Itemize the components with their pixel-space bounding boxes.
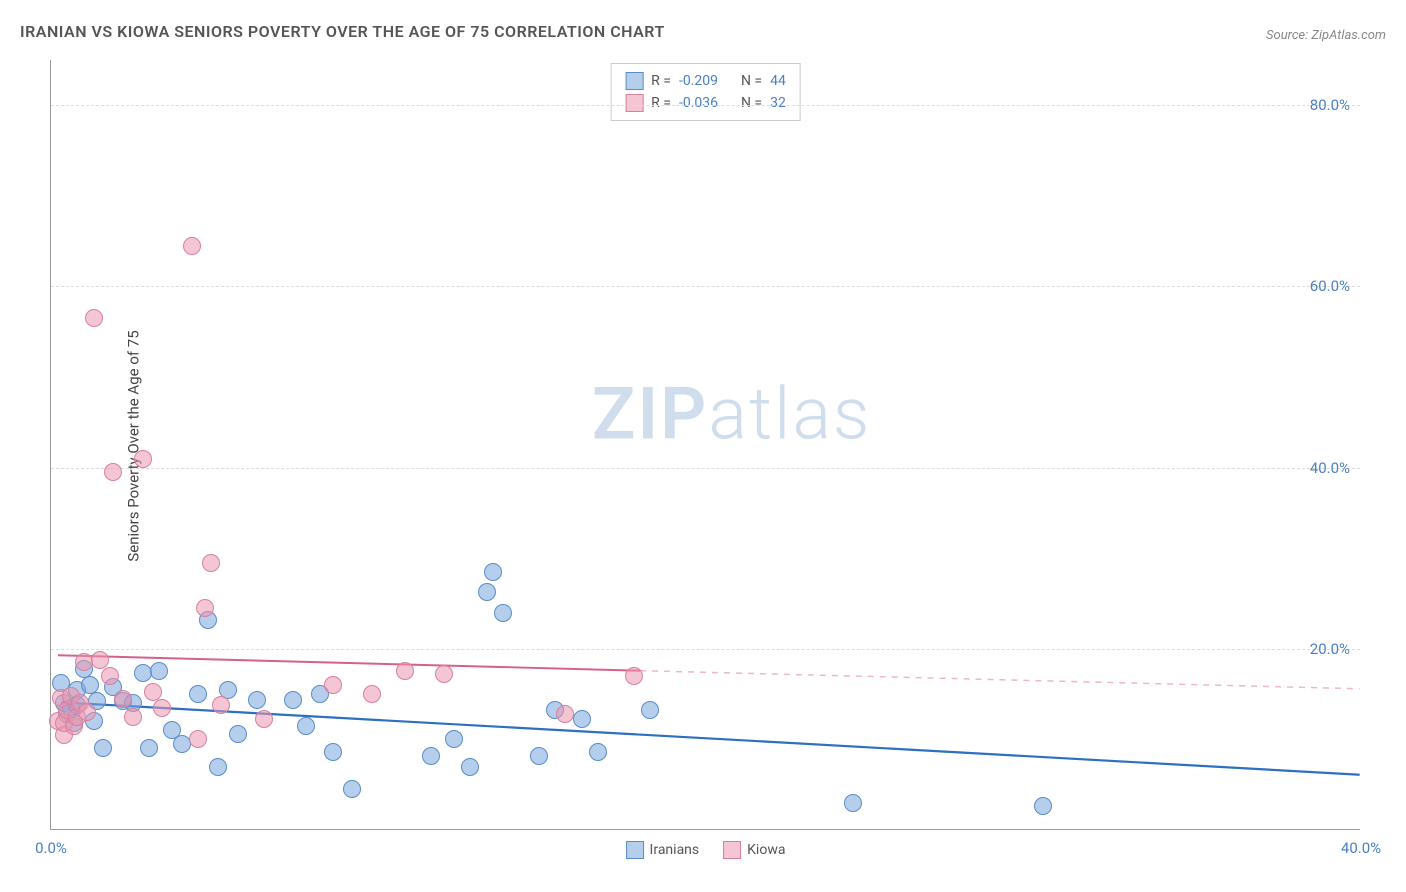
stats-row-kiowa: R = -0.036 N = 32 [625, 92, 786, 114]
data-point [445, 730, 463, 748]
data-point [478, 583, 496, 601]
data-point [81, 676, 99, 694]
data-point [641, 701, 659, 719]
data-point [1034, 797, 1052, 815]
x-tick-label: 40.0% [1341, 839, 1381, 857]
watermark-bold: ZIP [592, 371, 708, 456]
data-point [202, 554, 220, 572]
plot-area: ZIPatlas R = -0.209 N = 44 R = -0.036 N … [50, 60, 1360, 830]
data-point [255, 710, 273, 728]
data-point [85, 309, 103, 327]
n-label-0: N = [741, 73, 762, 89]
grid-line [51, 468, 1360, 469]
y-tick-label: 20.0% [1310, 640, 1350, 658]
y-tick-label: 60.0% [1310, 277, 1350, 295]
r-label-0: R = [651, 73, 671, 89]
data-point [150, 662, 168, 680]
data-point [484, 563, 502, 581]
data-point [104, 463, 122, 481]
data-point [556, 705, 574, 723]
data-point [589, 743, 607, 761]
data-point [91, 651, 109, 669]
n-label-1: N = [741, 95, 762, 111]
chart-title: IRANIAN VS KIOWA SENIORS POVERTY OVER TH… [20, 22, 665, 41]
grid-line [51, 649, 1360, 650]
data-point [461, 758, 479, 776]
source-text: Source: ZipAtlas.com [1266, 28, 1386, 43]
data-point [75, 653, 93, 671]
stats-legend: R = -0.209 N = 44 R = -0.036 N = 32 [610, 63, 801, 121]
data-point [114, 690, 132, 708]
data-point [189, 685, 207, 703]
data-point [396, 662, 414, 680]
r-val-1: -0.036 [679, 95, 718, 111]
legend-item-kiowa: Kiowa [723, 841, 785, 859]
grid-line [51, 105, 1360, 106]
data-point [324, 676, 342, 694]
data-point [573, 710, 591, 728]
data-point [153, 699, 171, 717]
swatch-kiowa [625, 94, 643, 112]
n-val-0: 44 [770, 73, 786, 89]
data-point [229, 725, 247, 743]
data-point [173, 735, 191, 753]
n-val-1: 32 [770, 95, 786, 111]
data-point [844, 794, 862, 812]
swatch-iranians [625, 72, 643, 90]
data-point [494, 604, 512, 622]
stats-row-iranians: R = -0.209 N = 44 [625, 70, 786, 92]
y-tick-label: 40.0% [1310, 459, 1350, 477]
bottom-legend: Iranians Kiowa [626, 841, 786, 859]
legend-swatch-iranians [626, 841, 644, 859]
data-point [297, 717, 315, 735]
data-point [435, 665, 453, 683]
data-point [625, 667, 643, 685]
data-point [196, 599, 214, 617]
trend-lines [51, 60, 1360, 829]
data-point [183, 237, 201, 255]
data-point [363, 685, 381, 703]
data-point [530, 747, 548, 765]
x-tick-label: 0.0% [35, 839, 67, 857]
data-point [134, 450, 152, 468]
legend-item-iranians: Iranians [626, 841, 700, 859]
data-point [324, 743, 342, 761]
data-point [140, 739, 158, 757]
data-point [248, 691, 266, 709]
legend-label-kiowa: Kiowa [747, 842, 785, 858]
legend-label-iranians: Iranians [650, 842, 700, 858]
data-point [343, 780, 361, 798]
r-val-0: -0.209 [679, 73, 718, 89]
legend-swatch-kiowa [723, 841, 741, 859]
data-point [94, 739, 112, 757]
y-tick-label: 80.0% [1310, 96, 1350, 114]
data-point [209, 758, 227, 776]
data-point [124, 708, 142, 726]
grid-line [51, 286, 1360, 287]
r-label-1: R = [651, 95, 671, 111]
data-point [284, 691, 302, 709]
watermark: ZIPatlas [592, 371, 872, 456]
data-point [78, 703, 96, 721]
data-point [189, 730, 207, 748]
watermark-light: atlas [708, 371, 871, 456]
data-point [212, 696, 230, 714]
data-point [422, 747, 440, 765]
data-point [101, 667, 119, 685]
data-point [134, 664, 152, 682]
